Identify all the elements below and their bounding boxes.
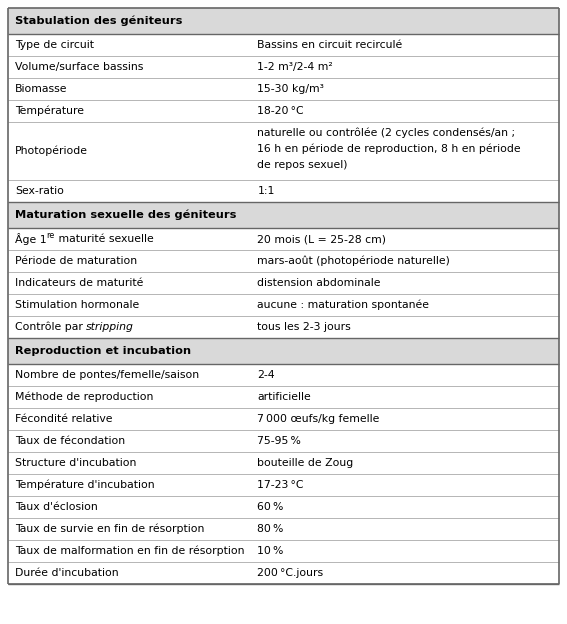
Bar (8, 272, 559, 294)
Text: bouteille de Zoug: bouteille de Zoug (257, 458, 354, 468)
Text: 60 %: 60 % (257, 502, 284, 512)
Text: 20 mois (L = 25-28 cm): 20 mois (L = 25-28 cm) (257, 234, 387, 244)
Text: Bassins en circuit recirculé: Bassins en circuit recirculé (257, 40, 403, 50)
Bar (8, 78, 559, 100)
Text: 18-20 °C: 18-20 °C (257, 106, 304, 116)
Text: Température: Température (15, 105, 84, 116)
Text: 16 h en période de reproduction, 8 h en période: 16 h en période de reproduction, 8 h en … (257, 144, 521, 154)
Text: stripping: stripping (86, 322, 134, 332)
Bar (8, 56, 559, 78)
Text: Durée d'incubation: Durée d'incubation (15, 568, 119, 578)
Text: aucune : maturation spontanée: aucune : maturation spontanée (257, 300, 429, 310)
Text: Photopériode: Photopériode (15, 146, 88, 156)
Bar (8, 452, 559, 474)
Bar (8, 316, 559, 338)
Text: 15-30 kg/m³: 15-30 kg/m³ (257, 84, 324, 94)
Text: Stimulation hormonale: Stimulation hormonale (15, 300, 139, 310)
Bar (8, 100, 559, 122)
Bar (8, 294, 559, 316)
Text: 1-2 m³/2-4 m²: 1-2 m³/2-4 m² (257, 62, 333, 72)
Text: Méthode de reproduction: Méthode de reproduction (15, 392, 154, 402)
Text: Fécondité relative: Fécondité relative (15, 414, 112, 424)
Text: maturité sexuelle: maturité sexuelle (55, 234, 154, 244)
Text: Taux de malformation en fin de résorption: Taux de malformation en fin de résorptio… (15, 546, 244, 556)
Text: 1:1: 1:1 (257, 186, 275, 196)
Text: artificielle: artificielle (257, 392, 311, 402)
Bar (8, 540, 559, 562)
Text: Température d'incubation: Température d'incubation (15, 480, 155, 490)
Text: Structure d'incubation: Structure d'incubation (15, 458, 137, 468)
Text: Nombre de pontes/femelle/saison: Nombre de pontes/femelle/saison (15, 370, 199, 380)
Bar (8, 202, 559, 228)
Bar (8, 408, 559, 430)
Text: Reproduction et incubation: Reproduction et incubation (15, 346, 191, 356)
Bar (8, 8, 559, 34)
Text: Contrôle par: Contrôle par (15, 322, 86, 332)
Text: 2-4: 2-4 (257, 370, 275, 380)
Text: Taux de fécondation: Taux de fécondation (15, 436, 125, 446)
Bar (8, 386, 559, 408)
Text: 17-23 °C: 17-23 °C (257, 480, 304, 490)
Text: tous les 2-3 jours: tous les 2-3 jours (257, 322, 351, 332)
Text: Type de circuit: Type de circuit (15, 40, 94, 50)
Text: Âge 1: Âge 1 (15, 233, 46, 245)
Text: Sex-ratio: Sex-ratio (15, 186, 64, 196)
Bar (8, 180, 559, 202)
Text: Taux d'éclosion: Taux d'éclosion (15, 502, 98, 512)
Text: 80 %: 80 % (257, 524, 284, 534)
Bar (8, 228, 559, 250)
Bar (8, 496, 559, 518)
Text: 75-95 %: 75-95 % (257, 436, 301, 446)
Text: Maturation sexuelle des géniteurs: Maturation sexuelle des géniteurs (15, 210, 236, 220)
Text: Période de maturation: Période de maturation (15, 256, 137, 266)
Text: re: re (46, 230, 55, 240)
Text: Taux de survie en fin de résorption: Taux de survie en fin de résorption (15, 524, 204, 534)
Text: Volume/surface bassins: Volume/surface bassins (15, 62, 143, 72)
Bar (8, 34, 559, 56)
Bar (8, 430, 559, 452)
Bar (8, 562, 559, 584)
Bar (8, 518, 559, 540)
Text: 200 °C.jours: 200 °C.jours (257, 568, 324, 578)
Text: Biomasse: Biomasse (15, 84, 67, 94)
Text: distension abdominale: distension abdominale (257, 278, 381, 288)
Text: mars-août (photopériode naturelle): mars-août (photopériode naturelle) (257, 256, 450, 266)
Text: Indicateurs de maturité: Indicateurs de maturité (15, 278, 143, 288)
Text: 10 %: 10 % (257, 546, 284, 556)
Bar (8, 250, 559, 272)
Bar (8, 122, 559, 180)
Text: 7 000 œufs/kg femelle: 7 000 œufs/kg femelle (257, 414, 380, 424)
Bar (8, 338, 559, 364)
Bar (8, 364, 559, 386)
Text: Stabulation des géniteurs: Stabulation des géniteurs (15, 16, 183, 26)
Bar (8, 474, 559, 496)
Text: de repos sexuel): de repos sexuel) (257, 160, 348, 170)
Text: naturelle ou contrôlée (2 cycles condensés/an ;: naturelle ou contrôlée (2 cycles condens… (257, 127, 515, 138)
